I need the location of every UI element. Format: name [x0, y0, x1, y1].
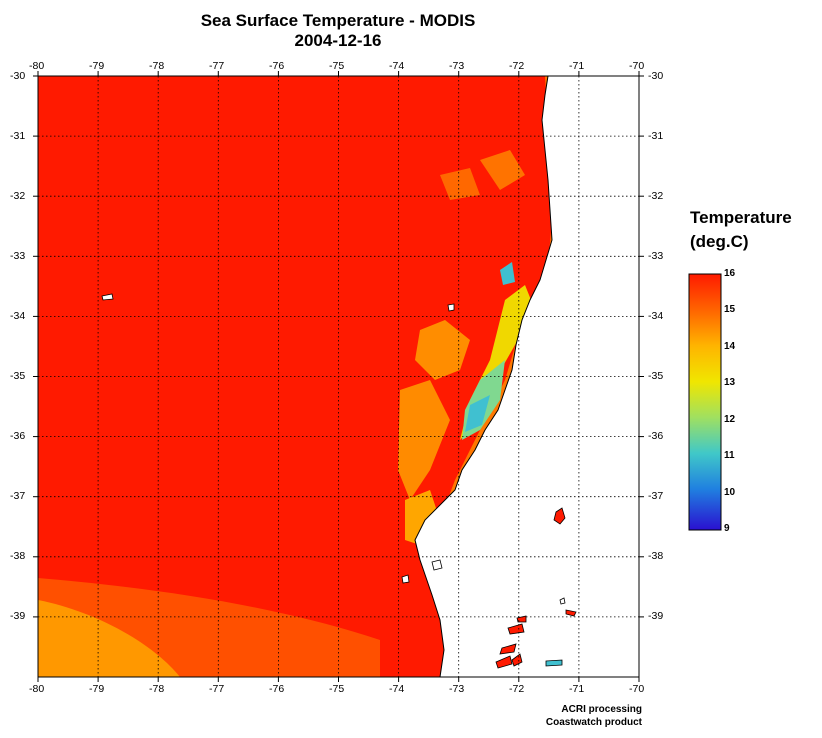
x-tick-bottom: -74: [389, 683, 405, 695]
x-tick-bottom: -70: [629, 683, 645, 695]
colorbar: [688, 273, 722, 531]
x-tick-top: -77: [209, 60, 225, 72]
x-tick-bottom: -75: [329, 683, 345, 695]
y-tick-left: -37: [10, 490, 26, 502]
colorbar-label: 14: [724, 341, 736, 352]
y-tick-right: -31: [648, 130, 664, 142]
x-tick-bottom: -72: [509, 683, 525, 695]
x-tick-bottom: -73: [449, 683, 465, 695]
x-tick-top: -76: [269, 60, 285, 72]
map-date: 2004-12-16: [294, 31, 382, 50]
colorbar-label: 15: [724, 304, 736, 315]
x-tick-top: -70: [629, 60, 645, 72]
x-tick-bottom: -78: [149, 683, 165, 695]
x-tick-bottom: -71: [569, 683, 585, 695]
x-tick-top: -80: [29, 60, 45, 72]
legend-title: Temperature: [690, 208, 792, 227]
y-tick-right: -34: [648, 310, 664, 322]
y-tick-left: -35: [10, 370, 26, 382]
y-tick-right: -36: [648, 430, 664, 442]
y-tick-right: -30: [648, 70, 664, 82]
credit-processing: ACRI processing: [561, 704, 642, 715]
y-tick-right: -33: [648, 250, 664, 262]
map-title: Sea Surface Temperature - MODIS: [200, 11, 476, 30]
colorbar-label: 9: [724, 523, 730, 534]
colorbar-label: 11: [724, 450, 735, 461]
colorbar-label: 12: [724, 414, 736, 425]
x-tick-bottom: -77: [209, 683, 225, 695]
graticule: [38, 76, 639, 677]
x-tick-top: -75: [329, 60, 345, 72]
x-tick-top: -74: [389, 60, 405, 72]
y-tick-left: -34: [10, 310, 26, 322]
x-tick-top: -71: [569, 60, 585, 72]
colorbar-label: 13: [724, 377, 736, 388]
x-tick-top: -73: [449, 60, 465, 72]
y-tick-right: -35: [648, 370, 664, 382]
y-tick-right: -37: [648, 490, 664, 502]
y-tick-left: -38: [10, 550, 26, 562]
legend-units: (deg.C): [690, 232, 749, 251]
credit-product: Coastwatch product: [545, 717, 642, 728]
y-tick-right: -39: [648, 610, 664, 622]
y-tick-right: -32: [648, 190, 664, 202]
x-tick-bottom: -76: [269, 683, 285, 695]
y-tick-left: -33: [10, 250, 26, 262]
colorbar-label: 10: [724, 487, 736, 498]
y-tick-left: -32: [10, 190, 26, 202]
y-tick-left: -30: [10, 70, 26, 82]
x-tick-bottom: -79: [89, 683, 105, 695]
x-tick-top: -72: [509, 60, 525, 72]
x-tick-top: -78: [149, 60, 165, 72]
x-tick-bottom: -80: [29, 683, 45, 695]
y-tick-left: -39: [10, 610, 26, 622]
y-tick-left: -36: [10, 430, 26, 442]
colorbar-label: 16: [724, 268, 736, 279]
tick-marks: [33, 71, 644, 682]
x-tick-top: -79: [89, 60, 105, 72]
y-tick-right: -38: [648, 550, 664, 562]
y-tick-left: -31: [10, 130, 26, 142]
